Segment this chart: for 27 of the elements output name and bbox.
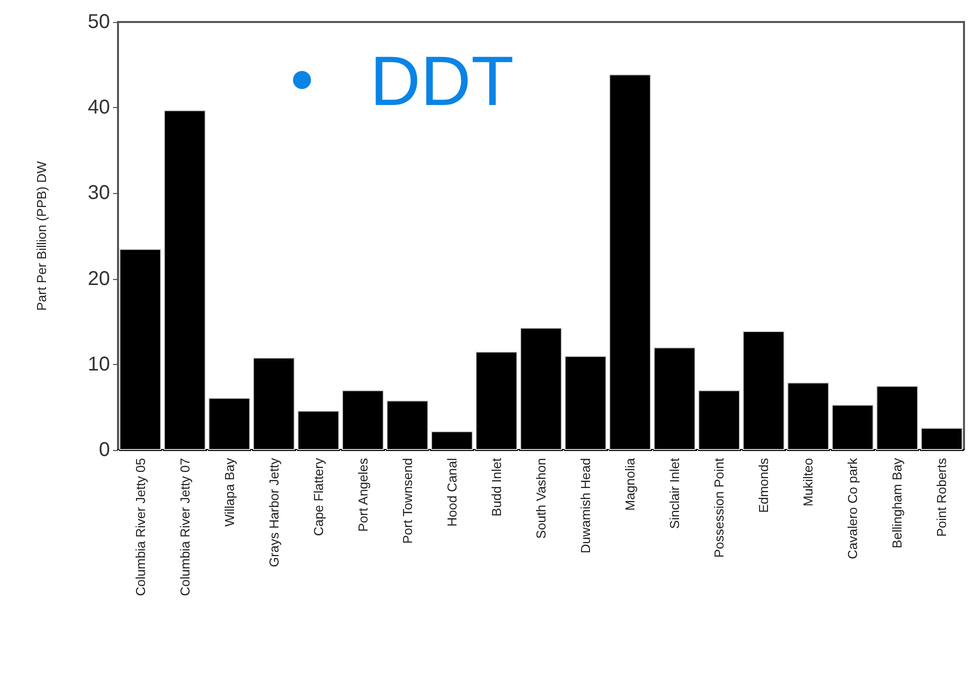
x-tick-label: Columbia River Jetty 07 bbox=[177, 458, 192, 596]
x-tick-label: Duwamish Head bbox=[578, 458, 594, 554]
x-tick-label: Edmonds bbox=[756, 458, 772, 513]
x-tick-label: Cavalero Co park bbox=[845, 458, 860, 560]
x-tick-label: Magnolia bbox=[622, 457, 638, 511]
x-tick-label: Cape Flattery bbox=[310, 458, 326, 536]
x-tick-label: Port Angeles bbox=[355, 458, 370, 532]
x-tick-label: Grays Harbor Jetty bbox=[266, 458, 282, 568]
y-tick-label: 0 bbox=[98, 439, 110, 461]
x-tick-label: Point Roberts bbox=[934, 458, 950, 537]
x-tick-label: Willapa Bay bbox=[222, 458, 237, 527]
x-tick-label: Mukilteo bbox=[800, 458, 816, 506]
y-tick-label: 10 bbox=[88, 353, 110, 376]
y-axis-title: Part Per Billion (PPB) DW bbox=[34, 160, 49, 311]
x-tick-label: Sinclair Inlet bbox=[667, 458, 682, 529]
y-tick-label: 20 bbox=[88, 268, 110, 290]
x-tick-label: Bellingham Bay bbox=[890, 458, 905, 548]
x-tick-label: Columbia River Jetty 05 bbox=[132, 458, 148, 596]
y-tick-label: 30 bbox=[88, 182, 110, 204]
x-tick-label: Possession Point bbox=[712, 458, 727, 558]
x-tick-label: Hood Canal bbox=[444, 458, 460, 527]
y-tick-label: 40 bbox=[88, 96, 110, 119]
chart-title: DDT bbox=[370, 42, 514, 120]
y-tick-label: 50 bbox=[88, 11, 110, 33]
x-tick-label: Budd Inlet bbox=[488, 458, 504, 517]
x-tick-label: Port Townsend bbox=[400, 458, 415, 544]
x-tick-label: South Vashon bbox=[534, 458, 548, 539]
